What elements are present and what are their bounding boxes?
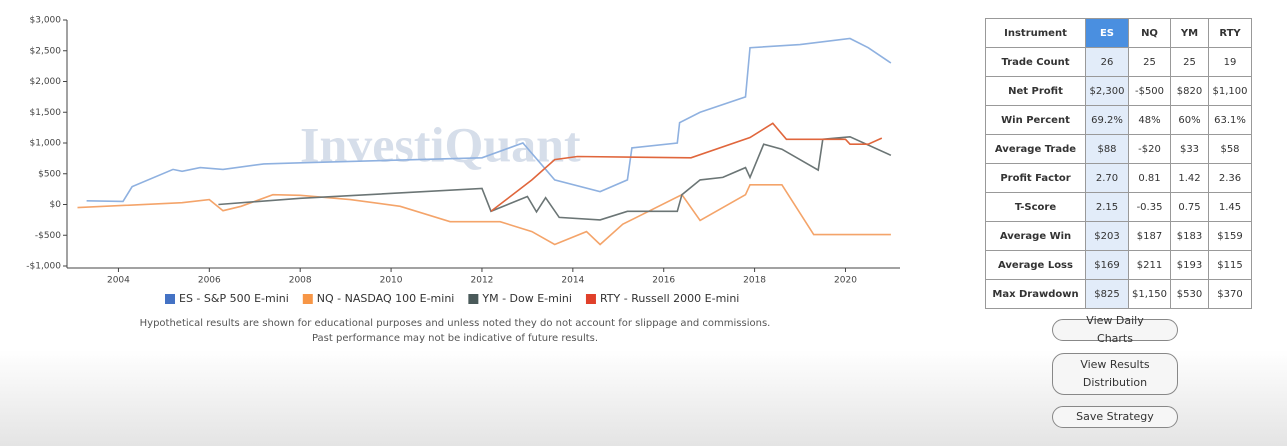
y-tick-label: $1,500	[30, 108, 62, 118]
y-tick-label: $0	[50, 200, 62, 210]
y-tick-label: $3,000	[30, 16, 62, 26]
legend-label: YM - Dow E-mini	[481, 292, 572, 305]
table-cell: 2.36	[1208, 163, 1252, 193]
y-tick-label: -$500	[35, 231, 61, 241]
table-cell: 1.42	[1170, 163, 1209, 193]
table-cell: Max Drawdown	[985, 279, 1086, 309]
table-cell: -$20	[1128, 134, 1171, 164]
series-line	[218, 135, 892, 221]
chart: InvestiQuant $3,000 $2,500 $2,000 $1,500 $1,…	[26, 16, 900, 305]
table-cell: 60%	[1170, 105, 1209, 135]
x-tick-label: 2010	[380, 276, 403, 286]
table-row: Trade Count 26 25 25 19	[985, 47, 1252, 77]
save-strategy-button[interactable]: Save Strategy	[1052, 406, 1178, 428]
x-tick-label: 2004	[107, 276, 130, 286]
table-cell: 19	[1208, 47, 1252, 77]
y-tick-label: $2,500	[30, 46, 62, 56]
table-cell: 2.70	[1085, 163, 1129, 193]
table-cell: 48%	[1128, 105, 1171, 135]
table-cell: $183	[1170, 221, 1209, 251]
x-tick-label: 2014	[561, 276, 584, 286]
table-cell: $58	[1208, 134, 1252, 164]
table-cell: $159	[1208, 221, 1252, 251]
table-row: Net Profit $2,300 -$500 $820 $1,100	[985, 76, 1252, 106]
table-cell: $193	[1170, 250, 1209, 280]
legend-swatch	[585, 294, 596, 304]
stats-table: Instrument ES NQ YM RTY Trade Count 26 25 25 19 Ne…	[985, 18, 1252, 309]
table-cell: $203	[1085, 221, 1129, 251]
disclaimer: Past performance may not be indicative o…	[311, 333, 599, 344]
series-line	[86, 37, 892, 203]
table-cell: $1,150	[1128, 279, 1171, 309]
legend-label: ES - S&P 500 E-mini	[179, 292, 289, 305]
legend-swatch	[165, 294, 175, 304]
table-cell: $211	[1128, 250, 1171, 280]
table-cell: YM	[1170, 18, 1209, 48]
table-cell: 1.45	[1208, 192, 1252, 222]
table-cell: $820	[1170, 76, 1209, 106]
table-cell: $187	[1128, 221, 1171, 251]
legend-swatch	[302, 294, 313, 304]
y-tick-label: $1,000	[30, 139, 62, 149]
table-cell: $88	[1085, 134, 1129, 164]
table-row: Max Drawdown $825 $1,150 $530 $370	[985, 279, 1252, 309]
table-row: Average Trade $88 -$20 $33 $58	[985, 134, 1252, 164]
table-cell: Average Loss	[985, 250, 1086, 280]
legend-label: RTY - Russell 2000 E-mini	[600, 292, 739, 305]
table-row: Profit Factor 2.70 0.81 1.42 2.36	[985, 163, 1252, 193]
table-cell: 0.75	[1170, 192, 1209, 222]
table-cell: 2.15	[1085, 192, 1129, 222]
table-cell: 25	[1128, 47, 1171, 77]
table-cell: 0.81	[1128, 163, 1171, 193]
table-cell: 63.1%	[1208, 105, 1252, 135]
x-tick-label: 2008	[289, 276, 312, 286]
table-cell: -0.35	[1128, 192, 1171, 222]
table-cell: NQ	[1128, 18, 1171, 48]
table-cell: $115	[1208, 250, 1252, 280]
legend-label: NQ - NASDAQ 100 E-mini	[317, 292, 455, 305]
table-row: Average Loss $169 $211 $193 $115	[985, 250, 1252, 280]
table-row: T-Score 2.15 -0.35 0.75 1.45	[985, 192, 1252, 222]
daily-charts-button[interactable]: View Daily Charts	[1052, 314, 1178, 345]
table-row: Average Win $203 $187 $183 $159	[985, 221, 1252, 251]
table-cell: $825	[1085, 279, 1129, 309]
table-cell: ES	[1085, 18, 1129, 48]
table-cell: -$500	[1128, 76, 1171, 106]
series-line	[490, 122, 883, 212]
table-cell: Net Profit	[985, 76, 1086, 106]
results-distribution-button[interactable]: View Results Distribution	[1052, 353, 1178, 395]
y-tick-label: -$1,000	[26, 262, 61, 272]
x-tick-label: 2006	[198, 276, 221, 286]
table-cell: $370	[1208, 279, 1252, 309]
table-cell: 69.2%	[1085, 105, 1129, 135]
x-tick-label: 2012	[471, 276, 494, 286]
table-cell: Trade Count	[985, 47, 1086, 77]
x-tick-label: 2020	[834, 276, 857, 286]
table-cell: Profit Factor	[985, 163, 1086, 193]
table-cell: RTY	[1208, 18, 1252, 48]
table-cell: Average Trade	[985, 134, 1086, 164]
table-cell: 25	[1170, 47, 1209, 77]
table-cell: $530	[1170, 279, 1209, 309]
table-cell: Win Percent	[985, 105, 1086, 135]
table-cell: Average Win	[985, 221, 1086, 251]
table-cell: T-Score	[985, 192, 1086, 222]
legend-swatch	[468, 294, 479, 304]
table-row: Win Percent 69.2% 48% 60% 63.1%	[985, 105, 1252, 135]
x-tick-label: 2018	[743, 276, 766, 286]
series-line	[77, 184, 891, 246]
table-header: Instrument ES NQ YM RTY	[985, 18, 1252, 48]
y-tick-label: $2,000	[30, 77, 62, 87]
table-cell: $169	[1085, 250, 1129, 280]
disclaimer: Hypothetical results are shown for educa…	[139, 318, 771, 329]
x-tick-label: 2016	[652, 276, 675, 286]
table-cell: $33	[1170, 134, 1209, 164]
watermark: InvestiQuant	[300, 116, 581, 172]
table-cell: $1,100	[1208, 76, 1252, 106]
table-cell: Instrument	[985, 18, 1086, 48]
table-cell: 26	[1085, 47, 1129, 77]
y-tick-label: $500	[38, 169, 61, 179]
table-cell: $2,300	[1085, 76, 1129, 106]
